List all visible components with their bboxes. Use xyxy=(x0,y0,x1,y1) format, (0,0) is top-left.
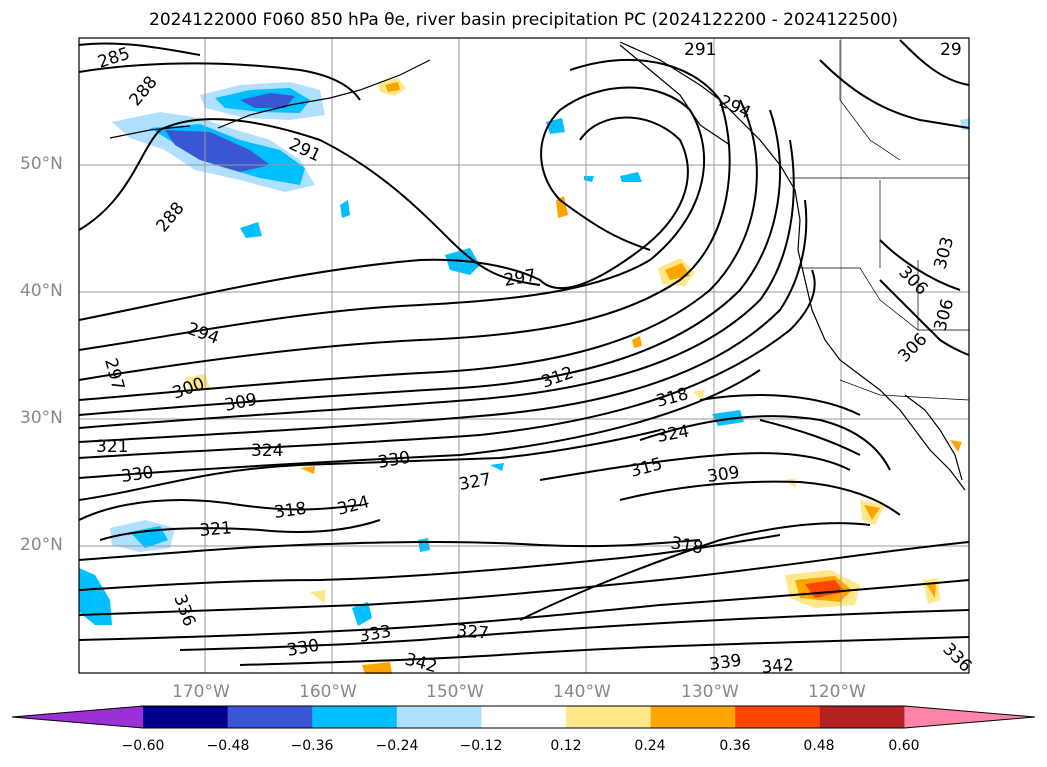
lon-label-170w: 170°W xyxy=(172,682,230,702)
contour-label: 327 xyxy=(457,470,492,495)
colorbar-tick-label: −0.12 xyxy=(459,738,503,754)
contour-label: 306 xyxy=(894,329,931,366)
colorbar-tick-label: 0.48 xyxy=(803,738,835,754)
colorbar-segment xyxy=(650,706,736,728)
colorbar-segment xyxy=(396,706,482,728)
colorbar-segment xyxy=(819,706,905,728)
precip-negative-areas xyxy=(79,82,970,626)
contour-label: 288 xyxy=(153,198,189,236)
contour-label: 285 xyxy=(95,44,132,73)
contour-label: 330 xyxy=(120,463,155,487)
colorbar-segment xyxy=(566,706,652,728)
lat-label-30n: 30°N xyxy=(20,408,63,428)
contour-label: 29 xyxy=(940,40,962,60)
contour-label: 330 xyxy=(285,636,320,661)
theta-e-contours xyxy=(78,39,970,666)
contour-label: 288 xyxy=(126,72,162,110)
contour-label: 339 xyxy=(708,651,743,675)
contour-label: 297 xyxy=(100,356,128,393)
colorbar-segment xyxy=(227,706,313,728)
lon-label-120w: 120°W xyxy=(808,682,866,702)
contour-label: 300 xyxy=(170,374,207,404)
contour-label: 303 xyxy=(931,235,959,272)
contour-label: 336 xyxy=(169,592,199,629)
lat-label-40n: 40°N xyxy=(20,281,63,301)
contour-label: 336 xyxy=(938,639,975,676)
lon-label-160w: 160°W xyxy=(299,682,357,702)
contour-label: 324 xyxy=(251,441,283,461)
contour-label: 309 xyxy=(706,463,741,487)
lat-label-50n: 50°N xyxy=(20,154,63,174)
contour-label: 330 xyxy=(376,448,411,473)
contour-label: 297 xyxy=(502,266,537,291)
coastlines xyxy=(109,41,966,491)
contour-label: 309 xyxy=(223,390,259,416)
colorbar-outline xyxy=(11,705,1036,729)
lon-label-140w: 140°W xyxy=(553,682,611,702)
contour-label: 327 xyxy=(456,621,490,644)
colorbar-tick-label: 0.12 xyxy=(550,738,582,754)
contour-label: 333 xyxy=(357,622,392,647)
map-title: 2024122000 F060 850 hPa θe, river basin … xyxy=(149,10,898,30)
lon-label-150w: 150°W xyxy=(426,682,484,702)
colorbar-tick-label: −0.36 xyxy=(290,738,334,754)
map-frame xyxy=(78,37,970,674)
colorbar-tick-label: 0.36 xyxy=(719,738,751,754)
contour-label: 321 xyxy=(199,518,233,541)
contour-label: 306 xyxy=(894,262,931,299)
colorbar-extend-min xyxy=(12,706,143,728)
colorbar-segment xyxy=(312,706,398,728)
colorbar-tick-label: −0.60 xyxy=(121,738,165,754)
colorbar-tick-label: 0.24 xyxy=(634,738,666,754)
colorbar-tick-label: 0.60 xyxy=(888,738,920,754)
contour-label: 321 xyxy=(96,437,128,457)
contour-label: 318 xyxy=(273,499,308,523)
colorbar-tick-label: −0.24 xyxy=(375,738,419,754)
political-borders xyxy=(790,40,970,401)
contour-label: 324 xyxy=(655,422,690,447)
colorbar-segment xyxy=(143,706,229,728)
colorbar-extend-max xyxy=(904,706,1035,728)
colorbar-segment xyxy=(735,706,821,728)
contour-label: 291 xyxy=(684,40,716,60)
contour-label: 342 xyxy=(761,655,795,678)
contour-label: 306 xyxy=(931,297,959,334)
colorbar xyxy=(11,705,1036,729)
contour-label: 312 xyxy=(539,363,576,393)
contour-label: 324 xyxy=(335,492,372,520)
graticule xyxy=(79,38,969,673)
colorbar-tick-label: −0.48 xyxy=(206,738,250,754)
contour-label: 294 xyxy=(184,319,221,349)
colorbar-segment xyxy=(481,706,567,728)
lat-label-20n: 20°N xyxy=(20,535,63,555)
lon-label-130w: 130°W xyxy=(681,682,739,702)
contour-labels: 285 288 291 288 291 294 297 294 297 300 … xyxy=(95,40,975,678)
contour-label: 315 xyxy=(628,454,665,482)
